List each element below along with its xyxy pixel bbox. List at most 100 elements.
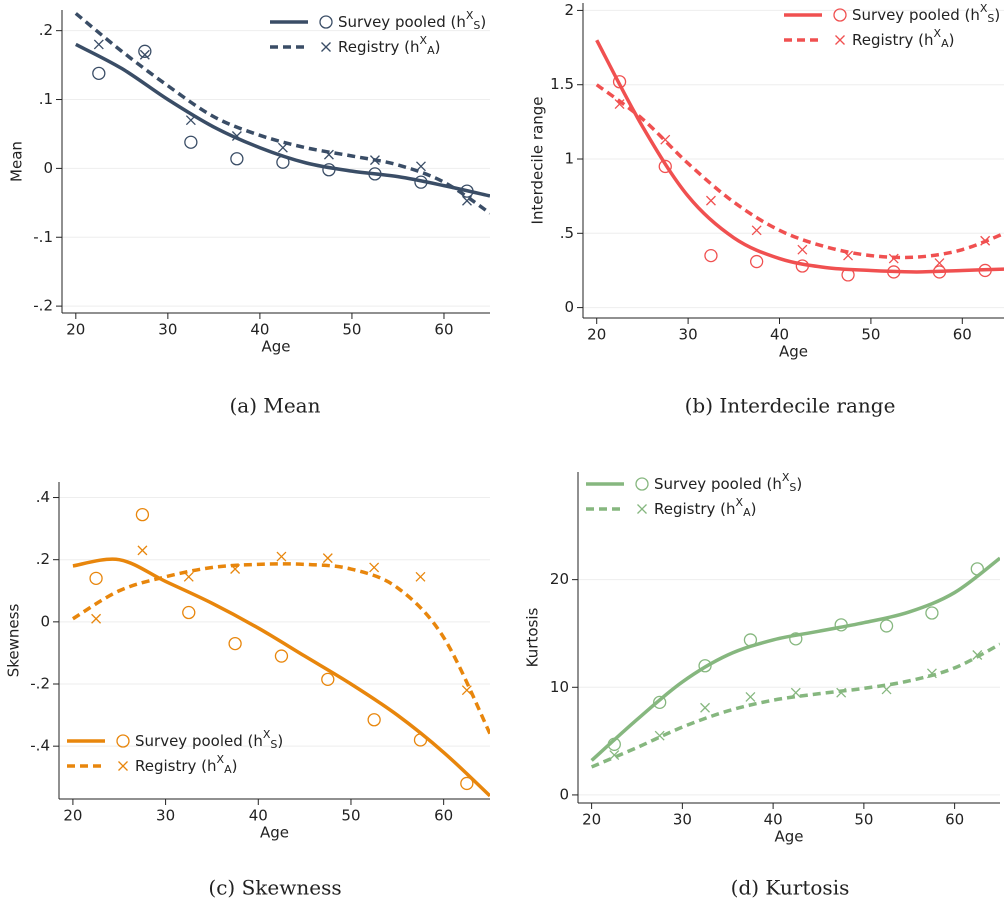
caption: (b) Interdecile range: [685, 394, 896, 418]
x-axis-label: Age: [774, 828, 803, 846]
legend-name: Survey pooled (h: [338, 13, 466, 31]
legend-superscript: X: [263, 728, 271, 741]
y-axis-label: Mean: [8, 141, 26, 182]
legend-superscript: X: [782, 471, 790, 484]
x-axis-label: Age: [261, 338, 290, 356]
legend-superscript: X: [736, 496, 744, 509]
legend-subscript: S: [789, 481, 796, 494]
x-tick-label: 30: [673, 811, 692, 829]
cross-marker: [185, 115, 196, 126]
legend-subscript: S: [987, 12, 994, 25]
circle-marker: [635, 477, 649, 491]
plot: [71, 507, 490, 798]
cross-marker: [369, 562, 380, 573]
x-tick-label: 40: [250, 321, 269, 339]
cross-marker: [797, 244, 808, 255]
cross-marker: [700, 702, 711, 713]
cross-marker: [322, 553, 333, 564]
x-tick-label: 30: [679, 326, 698, 344]
x-tick-label: 50: [342, 321, 361, 339]
x-tick-label: 30: [156, 807, 175, 825]
legend: Survey pooled (hXS)Registry (hXA): [586, 471, 802, 519]
y-tick-label: -.2: [33, 297, 53, 315]
y-tick-label: 1: [564, 150, 574, 168]
x-tick-label: 50: [341, 807, 360, 825]
x-tick-label: 20: [587, 326, 606, 344]
legend-suffix: ): [994, 6, 1000, 24]
caption: (a) Mean: [229, 394, 320, 418]
legend-subscript: A: [941, 37, 949, 50]
circle-marker: [978, 263, 992, 278]
x-tick-label: 60: [434, 807, 453, 825]
cross-marker: [91, 613, 102, 624]
cross-marker: [980, 235, 991, 246]
x-axis-label: Age: [779, 343, 808, 361]
legend-superscript: X: [420, 34, 428, 47]
cross-marker: [93, 39, 104, 50]
cross-marker: [321, 42, 331, 52]
cross-marker: [462, 195, 472, 206]
circle-marker: [276, 155, 290, 169]
x-tick-label: 20: [582, 811, 601, 829]
legend-label: Survey pooled (hXS): [852, 2, 1000, 25]
circle-marker: [319, 15, 333, 29]
circle-marker: [414, 175, 428, 189]
cross-marker: [416, 161, 426, 172]
legend: Survey pooled (hXS)Registry (hXA): [270, 9, 486, 57]
x-tick-label: 20: [63, 807, 82, 825]
legend-item: Survey pooled (hXS): [270, 9, 486, 32]
legend-label: Registry (hXA): [654, 496, 756, 519]
cross-marker: [637, 504, 647, 514]
y-tick-label: -.4: [30, 737, 50, 755]
circle-marker: [704, 248, 718, 263]
cross-marker: [835, 35, 845, 45]
x-tick-label: 60: [945, 811, 964, 829]
legend-label: Registry (hXA): [135, 753, 237, 776]
circle-marker: [887, 265, 901, 279]
circle-marker: [834, 618, 848, 632]
circle-marker: [274, 649, 289, 663]
fit-line: [590, 556, 1000, 762]
circle-marker: [92, 66, 106, 81]
cross-marker: [926, 668, 937, 679]
legend-label: Survey pooled (hXS): [338, 9, 486, 32]
y-tick-label: -.1: [33, 228, 53, 246]
y-tick-label: 0: [43, 159, 53, 177]
circle-marker: [607, 737, 621, 751]
legend-item: Registry (hXA): [784, 27, 954, 50]
cross-marker: [461, 685, 472, 696]
y-tick-label: .5: [560, 224, 574, 242]
legend-subscript: A: [224, 763, 232, 776]
circle-marker: [413, 733, 428, 747]
cross-marker: [836, 687, 847, 698]
fit-line: [590, 642, 1000, 769]
plot: [590, 556, 1000, 769]
legend-name: Registry (h: [852, 31, 934, 49]
fit-line: [71, 562, 490, 735]
legend-suffix: ): [751, 500, 757, 518]
y-tick-label: .1: [39, 90, 53, 108]
x-tick-label: 60: [953, 326, 972, 344]
legend-label: Survey pooled (hXS): [654, 471, 802, 494]
x-tick-label: 50: [861, 326, 880, 344]
cross-marker: [277, 142, 288, 153]
circle-marker: [228, 636, 242, 651]
legend-name: Survey pooled (h: [654, 475, 782, 493]
cross-marker: [276, 551, 287, 562]
panel: 0 .5 1 1.5 2 20 30 40 50 60 Age Interdecile range (b…: [529, 1, 1004, 418]
legend-subscript: S: [270, 738, 277, 751]
legend-label: Registry (hXA): [852, 27, 954, 50]
y-tick-label: 10: [550, 678, 569, 696]
legend-name: Registry (h: [338, 38, 420, 56]
circle-marker: [925, 606, 939, 620]
circle-marker: [841, 268, 855, 282]
legend: Survey pooled (hXS)Registry (hXA): [784, 2, 1000, 50]
legend: Survey pooled (hXS)Registry (hXA): [67, 728, 283, 776]
panel: -.2 -.1 0 .1 .2 20 30 40 50 60 Age Mean (a) Mean Surv…: [8, 9, 490, 418]
circle-marker: [833, 8, 847, 22]
legend-superscript: X: [217, 753, 225, 766]
y-axis-label: Skewness: [5, 604, 23, 678]
legend-label: Survey pooled (hXS): [135, 728, 283, 751]
y-tick-label: 0: [40, 612, 50, 630]
cross-marker: [415, 571, 426, 582]
